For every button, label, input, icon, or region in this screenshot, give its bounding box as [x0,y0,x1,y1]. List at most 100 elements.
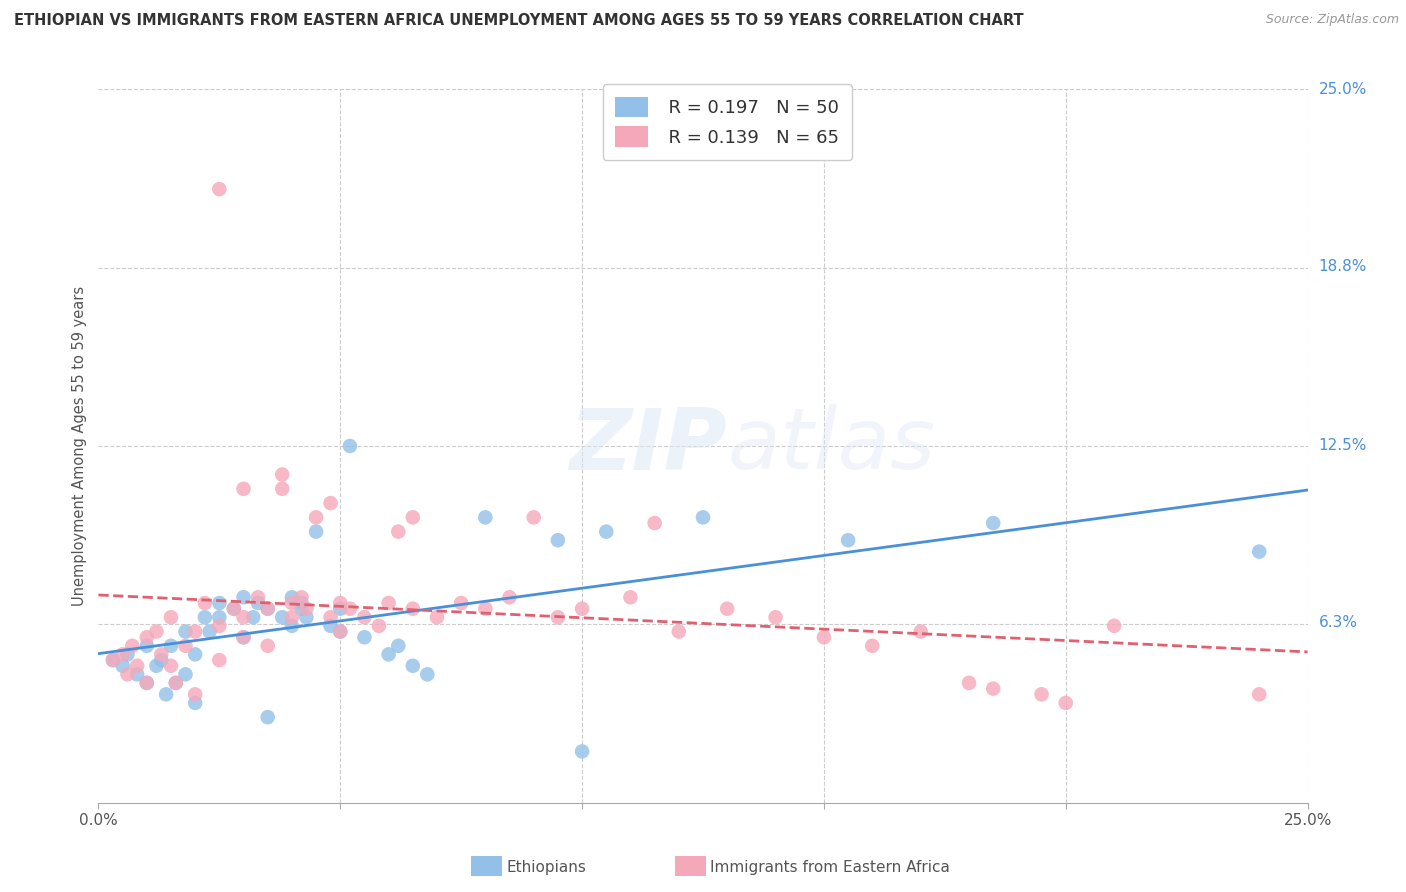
Point [281,610,304,624]
Point [184,687,207,701]
Point [127,658,149,673]
Point [232,630,254,644]
Point [271,467,294,482]
Point [117,648,139,662]
Point [121,639,143,653]
Point [571,601,593,615]
Legend:   R = 0.197   N = 50,   R = 0.139   N = 65: R = 0.197 N = 50, R = 0.139 N = 65 [603,84,852,160]
Point [256,601,278,615]
Point [111,658,134,673]
Point [416,667,439,681]
Point [281,619,304,633]
Point [1054,696,1077,710]
Point [256,639,278,653]
Point [232,482,254,496]
Point [339,439,361,453]
Point [474,601,496,615]
Text: 25.0%: 25.0% [1319,82,1367,96]
Point [339,601,361,615]
Point [174,667,197,681]
Point [208,610,231,624]
Point [692,510,714,524]
Point [1102,619,1125,633]
Point [668,624,690,639]
Point [174,624,197,639]
Point [271,482,294,496]
Point [247,596,270,610]
Point [595,524,617,539]
Point [160,658,183,673]
Point [145,658,167,673]
Point [184,648,207,662]
Point [135,676,157,690]
Point [165,676,187,690]
Point [208,596,231,610]
Point [353,630,375,644]
Point [353,610,375,624]
Point [232,591,254,605]
Point [290,591,312,605]
Point [837,533,859,548]
Point [165,676,187,690]
Point [619,591,641,605]
Point [155,687,177,701]
Point [547,610,569,624]
Point [290,596,312,610]
Point [101,653,124,667]
Point [295,601,318,615]
Point [198,624,221,639]
Point [222,601,245,615]
Y-axis label: Unemployment Among Ages 55 to 59 years: Unemployment Among Ages 55 to 59 years [72,286,87,606]
Point [319,496,342,510]
Point [981,516,1004,530]
Point [957,676,980,690]
Point [127,667,149,681]
Point [329,624,352,639]
Text: Immigrants from Eastern Africa: Immigrants from Eastern Africa [710,861,950,875]
Point [242,610,264,624]
Point [523,510,546,524]
Point [860,639,883,653]
Point [387,639,409,653]
Point [232,610,254,624]
Point [329,596,352,610]
Point [571,744,593,758]
Point [111,648,134,662]
Point [271,610,294,624]
Point [387,524,409,539]
Point [305,510,328,524]
Point [208,653,231,667]
Point [101,653,124,667]
Point [402,601,425,615]
Point [160,610,183,624]
Point [402,510,425,524]
Point [644,516,666,530]
Point [716,601,738,615]
Point [329,601,352,615]
Point [256,601,278,615]
Point [368,619,391,633]
Point [150,648,173,662]
Point [474,510,496,524]
Point [547,533,569,548]
Point [426,610,449,624]
Point [329,624,352,639]
Point [319,610,342,624]
Point [281,596,304,610]
Point [208,182,231,196]
Point [450,596,472,610]
Point [498,591,520,605]
Point [135,630,157,644]
Point [194,610,217,624]
Text: 12.5%: 12.5% [1319,439,1367,453]
Point [194,596,217,610]
Point [184,696,207,710]
Point [1249,687,1271,701]
Text: atlas: atlas [727,404,935,488]
Point [145,624,167,639]
Point [247,591,270,605]
Point [135,639,157,653]
Point [1031,687,1053,701]
Point [184,624,207,639]
Point [765,610,787,624]
